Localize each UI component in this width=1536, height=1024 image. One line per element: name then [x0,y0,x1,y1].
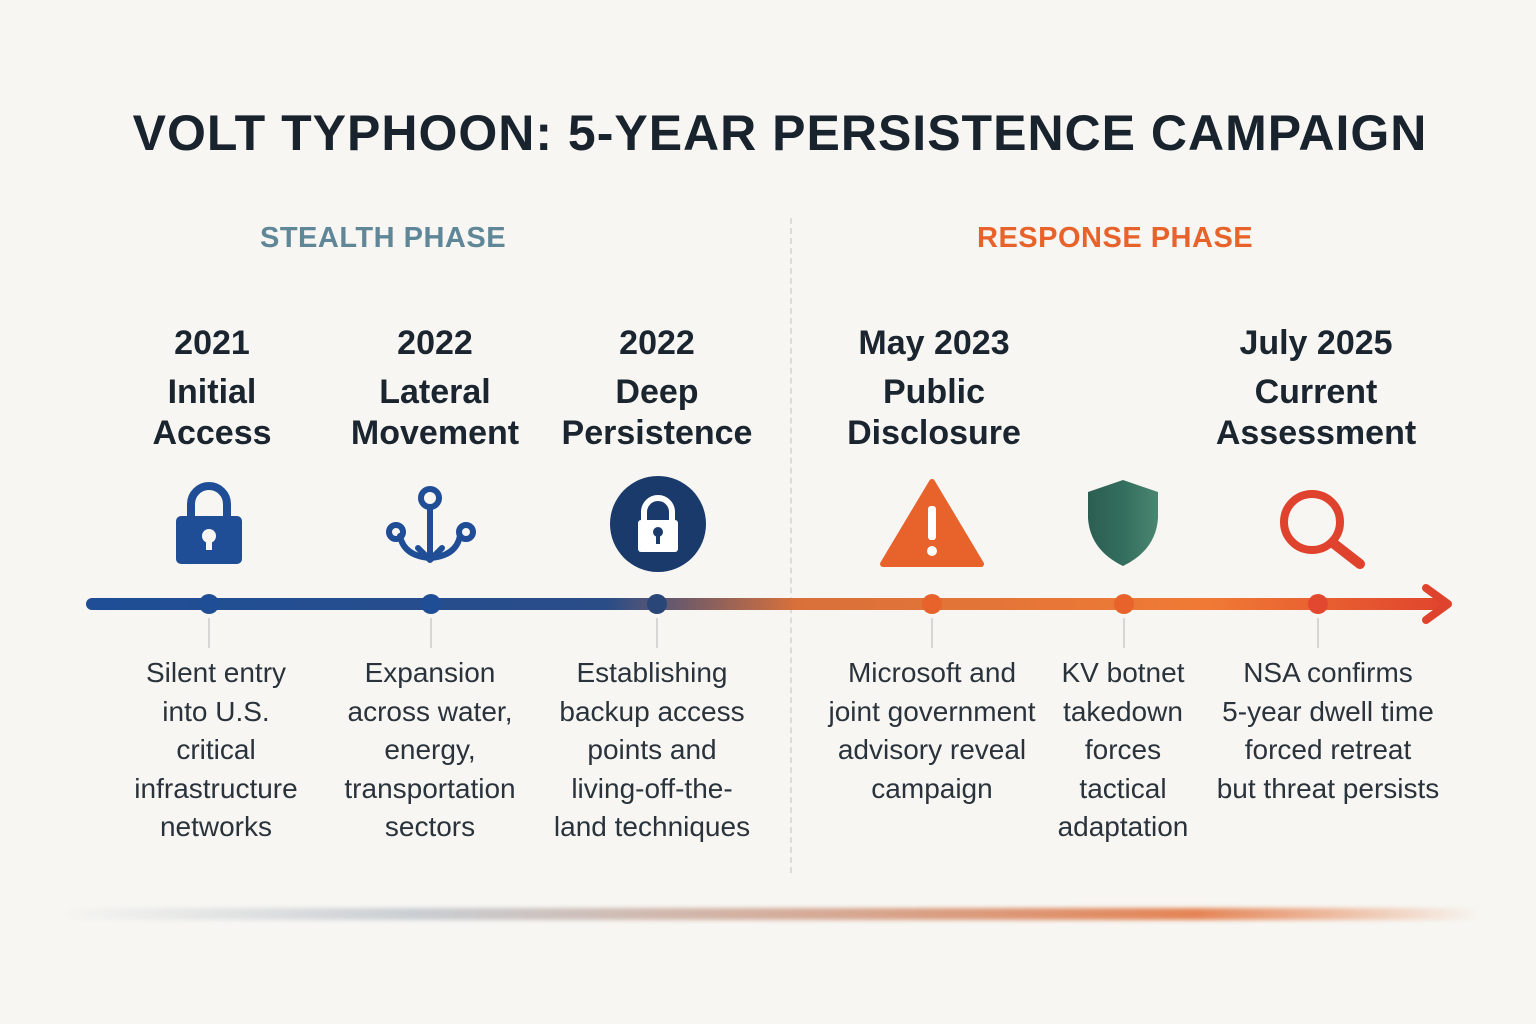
event-description-deep-persistence: Establishing backup access points and li… [553,657,751,842]
padlock-icon [176,482,242,564]
event-label: Public Disclosure [847,373,1021,452]
event-description-kv-botnet: KV botnet takedown forces tactical adapt… [1057,657,1189,842]
event-year: 2021 [174,324,250,362]
phase-divider [790,218,792,873]
magnifier-icon [1280,490,1365,569]
event-year: May 2023 [858,324,1010,362]
event-description-current-assessment: NSA confirms 5-year dwell time forced re… [1216,657,1440,804]
event-description-lateral-movement: Expansion across water, energy, transpor… [344,657,516,842]
decorative-underline [60,908,1480,920]
event-label: Initial Access [152,373,272,452]
event-label: Deep Persistence [561,373,753,452]
event-header-public-disclosure: May 2023 Public Disclosure [804,322,1064,454]
event-description-public-disclosure: Microsoft and joint government advisory … [828,657,1036,804]
connector-tick [931,618,933,648]
event-year: 2022 [619,324,695,362]
event-label: Lateral Movement [350,373,520,452]
connector-tick [208,618,210,648]
event-header-initial-access: 2021 Initial Access [82,322,342,454]
timeline-dot-may-2023 [922,594,942,614]
connector-tick [656,618,658,648]
event-year: 2022 [397,324,473,362]
warning-icon [880,479,984,567]
event-header-deep-persistence: 2022 Deep Persistence [527,322,787,454]
timeline-dot-2022-persistence [647,594,667,614]
timeline-dot-kv-botnet [1114,594,1134,614]
circle-lock-icon [610,476,706,572]
timeline-dot-july-2025 [1308,594,1328,614]
stealth-phase-label: STEALTH PHASE [260,222,507,254]
event-description-initial-access: Silent entry into U.S. critical infrastr… [134,657,298,842]
response-phase-label: RESPONSE PHASE [977,222,1254,254]
event-header-current-assessment: July 2025 Current Assessment [1186,322,1446,454]
shield-icon [1088,480,1158,566]
connector-tick [430,618,432,648]
connector-tick [1123,618,1125,648]
timeline-dot-2021 [199,594,219,614]
event-year: July 2025 [1239,324,1393,362]
connector-tick [1317,618,1319,648]
anchor-network-icon [386,486,476,563]
event-label: Current Assessment [1215,373,1417,452]
event-header-lateral-movement: 2022 Lateral Movement [305,322,565,454]
page-title: VOLT TYPHOON: 5-YEAR PERSISTENCE CAMPAIG… [132,105,1428,161]
timeline-dot-2022-lateral [421,594,441,614]
